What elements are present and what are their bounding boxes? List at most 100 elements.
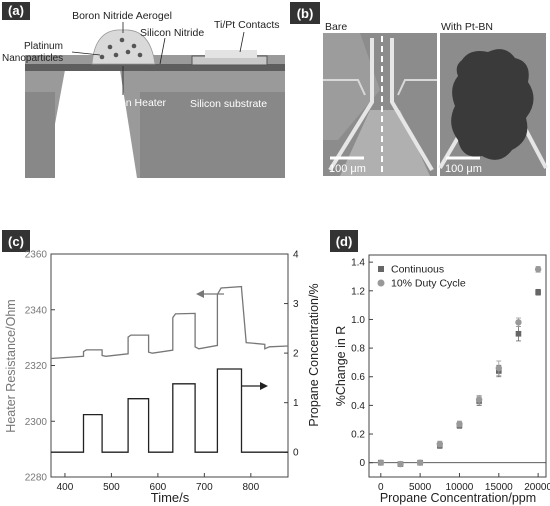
x-tick-label: 15000 — [485, 482, 513, 493]
panel-c-ylabel-right: Propane Concentration/% — [307, 283, 321, 426]
y-tick-label: 0.6 — [351, 372, 365, 383]
duty-cycle-point — [416, 459, 424, 466]
y-tick-left-label: 2300 — [25, 417, 48, 428]
particle — [107, 44, 113, 50]
label-nitride: Silicon Nitride — [140, 27, 204, 39]
arrow-left-axis-head — [196, 290, 204, 298]
panel-a-substrate-right — [140, 92, 285, 178]
panel-d-legend: Continuous 10% Duty Cycle — [377, 264, 466, 290]
panel-c-plot-frame — [50, 253, 289, 478]
y-tick-label: 1.4 — [351, 258, 365, 269]
x-tick-label: 20000 — [524, 482, 550, 493]
duty-cycle-point — [475, 396, 483, 403]
micrograph-bare-region — [323, 33, 380, 140]
panel-c-series — [50, 285, 289, 453]
bare-trace — [390, 38, 434, 172]
y-tick-left-label: 2340 — [25, 305, 48, 316]
panel-c-xlabel: Time/s — [151, 490, 190, 505]
y-tick-left-label: 2360 — [25, 250, 48, 261]
panel-a-membrane — [25, 64, 285, 71]
label-platinum-line2: Nanoparticles — [2, 53, 63, 64]
leader-line — [71, 51, 101, 56]
panel-a-substrate-left — [25, 92, 55, 178]
label-aerogel: Boron Nitride Aerogel — [72, 10, 172, 22]
leader-line — [239, 31, 245, 53]
panel-c-letter: (c) — [8, 234, 24, 249]
legend-label: Continuous — [391, 264, 444, 276]
panel-d-badge — [330, 230, 358, 252]
particle — [119, 37, 125, 43]
panel-c-chart: (c) 400 500 600 700 800 2280 2300 2320 2340 2360 0… — [2, 230, 321, 505]
duty-cycle-point — [456, 420, 463, 428]
y-tick-label: 1.2 — [351, 286, 365, 297]
panel-c-ticks: 400 500 600 700 800 2280 2300 2320 2340 2360 0 1 2 3 4 — [25, 250, 299, 494]
scale-right-label: 100 μm — [445, 163, 482, 175]
bare-trace — [328, 38, 374, 172]
duty-cycle-point — [436, 440, 443, 448]
panel-a-contact-top — [205, 50, 257, 58]
bare-trace — [323, 79, 366, 96]
label-bare: Bare — [325, 21, 347, 33]
panel-d-ticks: 0 5000 10000 15000 20000 0 0.2 0.4 0.6 0.8 1.0 1.2 1… — [351, 258, 550, 493]
label-platinum-line1: Platinum — [24, 41, 63, 52]
duty-cycle-point — [534, 266, 542, 273]
arrow-right-axis-head — [260, 382, 268, 390]
y-tick-right-label: 3 — [293, 299, 299, 310]
duty-cycle-point — [397, 460, 404, 468]
y-tick-right-label: 4 — [293, 250, 299, 261]
duty-cycle-point — [377, 459, 384, 466]
x-tick-label: 600 — [150, 482, 167, 493]
bare-trace — [397, 79, 437, 96]
panel-d-xlabel: Propane Concentration/ppm — [380, 491, 536, 505]
panel-a: (a) Boron Nitride Aerogel Platinum Nanop… — [2, 2, 285, 178]
label-platinum: Platinum Nanoparticles — [2, 41, 66, 64]
y-tick-label: 0.2 — [351, 430, 365, 441]
y-tick-right-label: 1 — [293, 398, 299, 409]
x-tick-label: 10000 — [446, 482, 474, 493]
panel-d-plot-frame — [368, 254, 547, 478]
legend-marker-duty-cycle — [377, 279, 385, 287]
x-tick-label: 400 — [57, 482, 74, 493]
x-tick-label: 500 — [103, 482, 120, 493]
x-tick-label: 5000 — [409, 482, 432, 493]
label-with-ptbn: With Pt-BN — [441, 21, 493, 33]
y-tick-right-label: 0 — [293, 448, 299, 459]
panel-a-badge — [2, 2, 30, 20]
label-substrate: Silicon substrate — [190, 98, 267, 110]
panel-d-chart: (d) 0 5000 10000 15000 20000 0 0.2 0.4 0.6 0.8 1.0… — [330, 230, 550, 505]
particle — [99, 54, 105, 60]
y-tick-label: 0 — [359, 458, 365, 469]
y-tick-left-label: 2280 — [25, 473, 48, 484]
x-tick-label: 700 — [196, 482, 213, 493]
pt-bn-aerogel-deposit — [451, 49, 534, 160]
continuous-point — [535, 289, 541, 296]
concentration-line — [51, 368, 288, 453]
continuous-point — [515, 330, 522, 337]
duty-cycle-point — [515, 319, 522, 326]
legend-marker-continuous — [378, 266, 384, 272]
panel-d-series — [377, 266, 542, 468]
label-heater: Polysilicon Heater — [82, 97, 167, 109]
particle — [137, 52, 143, 58]
panel-a-letter: (a) — [8, 3, 24, 18]
label-contacts: Ti/Pt Contacts — [214, 19, 280, 31]
y-tick-label: 0.4 — [351, 401, 365, 412]
x-tick-label: 0 — [378, 482, 384, 493]
particle — [113, 52, 119, 58]
duty-cycle-point — [495, 364, 502, 372]
particle — [125, 49, 131, 55]
panel-b-badge — [290, 2, 320, 24]
panel-d-letter: (d) — [336, 234, 353, 249]
particle — [131, 43, 137, 49]
y-tick-label: 1.0 — [351, 315, 365, 326]
panel-b: 100 μm 100 μm Bare With Pt-BN (b) — [290, 2, 548, 176]
panel-b-letter: (b) — [297, 6, 314, 21]
leader-line — [159, 37, 166, 65]
x-tick-label: 800 — [242, 482, 259, 493]
y-tick-left-label: 2320 — [25, 361, 48, 372]
y-tick-label: 0.8 — [351, 344, 365, 355]
panel-c-badge — [2, 230, 30, 252]
panel-a-cavity — [45, 70, 137, 178]
y-tick-right-label: 2 — [293, 349, 299, 360]
